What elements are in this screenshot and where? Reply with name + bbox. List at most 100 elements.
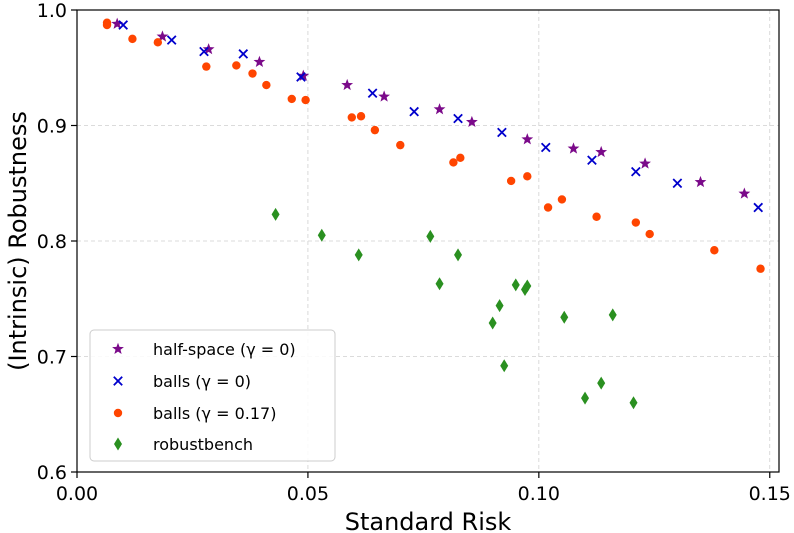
data-point-circle [592, 212, 601, 221]
data-point-diamond [426, 229, 435, 243]
legend: half-space (γ = 0) balls (γ = 0) balls (… [89, 329, 336, 462]
series-star [111, 17, 751, 199]
data-point-x [587, 155, 597, 165]
legend-marker-x [113, 376, 123, 386]
series-diamond [271, 207, 638, 410]
data-point-star [465, 115, 478, 128]
data-point-circle [301, 95, 310, 105]
data-point-diamond [454, 248, 463, 262]
data-point-star [639, 157, 651, 169]
data-point-circle [645, 229, 654, 239]
data-point-star [111, 17, 124, 29]
data-point-diamond [495, 299, 504, 313]
x-tick-label: 0.10 [518, 483, 560, 505]
data-point-star [156, 30, 169, 42]
data-point-circle [128, 34, 137, 44]
data-point-diamond [114, 437, 122, 451]
data-point-star [378, 90, 391, 102]
data-point-x [118, 20, 129, 30]
data-point-x [753, 202, 764, 213]
data-point-circle [543, 203, 553, 212]
x-tick-label: 0.05 [287, 483, 329, 505]
y-tick-label: 0.6 [37, 462, 67, 484]
data-point-x [166, 35, 177, 45]
data-point-circle [456, 153, 465, 163]
axis-ticks: 0.00 0.05 0.10 0.15 0.6 0.7 0.8 0.9 1.0 [37, 0, 791, 505]
legend-label: half-space (γ = 0) [153, 340, 296, 359]
data-point-star [521, 133, 534, 145]
legend-box [89, 329, 336, 462]
data-point-circle [102, 20, 112, 30]
data-point-circle [153, 38, 163, 47]
data-point-circle [449, 158, 458, 167]
y-tick-label: 0.8 [37, 231, 67, 253]
legend-marker-diamond [114, 437, 122, 451]
data-point-star [341, 78, 354, 91]
series-circle [102, 18, 765, 273]
data-point-diamond [435, 277, 444, 291]
data-point-circle [370, 125, 380, 135]
data-point-circle [631, 218, 641, 227]
data-point-star [112, 342, 124, 355]
y-tick-label: 0.9 [37, 116, 67, 138]
x-tick-label: 0.15 [749, 483, 791, 505]
data-point-circle [202, 62, 211, 71]
data-point-circle [113, 408, 123, 418]
y-tick-label: 0.7 [37, 347, 67, 369]
data-point-diamond [581, 391, 590, 405]
legend-entry-robustbench: robustbench [114, 435, 253, 454]
data-point-diamond [317, 228, 326, 242]
legend-label: robustbench [153, 435, 253, 454]
data-point-diamond [354, 248, 363, 262]
data-point-x [238, 49, 249, 59]
data-point-circle [347, 113, 356, 122]
series-x [118, 20, 764, 213]
data-point-diamond [488, 316, 497, 330]
data-point-diamond [271, 207, 280, 221]
legend-entry-half-space: half-space (γ = 0) [112, 340, 296, 359]
x-tick-label: 0.00 [56, 483, 98, 505]
x-axis-label: Standard Risk [345, 508, 512, 533]
data-point-x [453, 113, 463, 124]
data-point-x [540, 142, 551, 153]
data-point-star [595, 145, 608, 158]
data-point-star [694, 175, 707, 188]
data-point-circle [523, 172, 532, 181]
data-point-circle [356, 112, 366, 121]
data-point-diamond [500, 359, 509, 373]
data-point-x [296, 72, 306, 82]
data-point-diamond [511, 278, 520, 292]
data-point-circle [262, 80, 271, 90]
data-point-star [567, 142, 580, 154]
data-point-circle [756, 264, 765, 273]
data-point-circle [396, 140, 405, 150]
data-point-x [672, 178, 683, 189]
data-point-star [433, 103, 446, 115]
data-point-x [630, 166, 641, 177]
legend-label: balls (γ = 0) [153, 372, 251, 391]
data-point-circle [232, 61, 241, 70]
legend-marker-circle [113, 408, 123, 418]
data-point-circle [506, 176, 516, 186]
data-point-x [113, 376, 123, 386]
data-point-circle [287, 94, 296, 104]
data-point-x [367, 88, 378, 98]
y-axis-label: (Intrinsic) Robustness [4, 111, 32, 371]
data-point-diamond [608, 308, 617, 322]
data-point-diamond [597, 376, 606, 390]
data-points [102, 17, 765, 410]
data-point-x [497, 127, 507, 138]
data-point-x [199, 46, 209, 57]
data-point-circle [710, 246, 719, 255]
legend-entry-balls: balls (γ = 0) [113, 372, 251, 391]
data-point-star [738, 187, 751, 199]
data-point-circle [557, 195, 567, 204]
legend-label: balls (γ = 0.17) [153, 404, 276, 423]
data-point-x [409, 106, 419, 117]
legend-entry-balls-gamma: balls (γ = 0.17) [113, 404, 276, 423]
data-point-star [253, 55, 266, 67]
data-point-circle [248, 69, 257, 78]
data-point-diamond [560, 310, 569, 324]
data-point-diamond [629, 396, 638, 410]
